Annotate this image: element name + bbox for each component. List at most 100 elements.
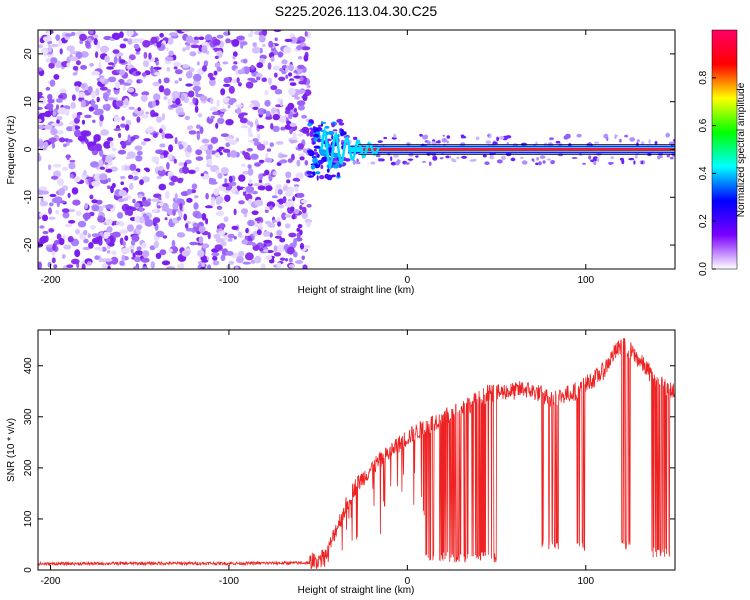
noise-blob — [145, 168, 151, 173]
noise-blob — [299, 242, 305, 250]
transition-blob — [324, 125, 330, 129]
noise-blob — [198, 225, 206, 233]
noise-blob — [161, 131, 165, 140]
noise-blob — [241, 163, 246, 167]
noise-blob — [88, 106, 95, 112]
noise-blob — [66, 126, 74, 132]
noise-blob — [268, 40, 274, 48]
noise-blob — [112, 231, 121, 238]
noise-blob — [185, 83, 193, 87]
transition-blob — [336, 118, 343, 123]
noise-blob — [233, 236, 237, 240]
colorbar-tick-label: 0.4 — [698, 166, 709, 180]
noise-blob — [233, 208, 237, 216]
noise-blob — [90, 225, 96, 230]
tone-halo-blob — [510, 157, 516, 162]
noise-blob — [240, 125, 249, 129]
noise-blob — [98, 61, 102, 70]
tone-halo-blob — [505, 135, 512, 139]
noise-blob — [271, 195, 278, 199]
noise-blob — [66, 45, 75, 52]
noise-blob — [213, 233, 221, 240]
noise-blob — [84, 202, 89, 210]
noise-blob — [250, 153, 259, 160]
noise-blob — [214, 152, 221, 159]
tone-halo-blob — [648, 139, 651, 144]
noise-blob — [53, 264, 58, 269]
noise-blob — [117, 149, 127, 155]
noise-blob — [152, 100, 156, 108]
spectrogram-xlabel: Height of straight line (km) — [298, 285, 415, 296]
noise-blob — [273, 252, 282, 257]
tone-halo-blob — [404, 162, 410, 165]
noise-blob — [233, 61, 238, 65]
noise-blob — [119, 69, 125, 76]
noise-blob — [185, 150, 191, 158]
snr-plot: -200 -100 0 100 0 100 200 300 400 Height of str… — [6, 329, 676, 596]
noise-blob — [155, 230, 165, 238]
noise-blob — [68, 220, 76, 224]
transition-blob — [331, 174, 336, 178]
tone-halo-blob — [489, 154, 494, 160]
tone-halo-blob — [344, 158, 351, 162]
tone-halo-blob — [536, 157, 539, 161]
tone-halo-blob — [659, 155, 663, 158]
noise-blob — [121, 141, 127, 149]
noise-blob — [177, 263, 183, 269]
noise-blob — [59, 48, 63, 55]
tone-halo-blob — [452, 159, 457, 163]
transition-blob — [306, 171, 314, 175]
noise-blob — [242, 170, 249, 175]
noise-blob — [148, 52, 152, 60]
noise-blob — [117, 212, 124, 219]
noise-blob — [242, 261, 251, 265]
noise-blob — [158, 183, 167, 191]
noise-blob — [38, 91, 43, 97]
noise-blob — [288, 257, 293, 263]
noise-blob — [296, 100, 306, 106]
noise-blob — [181, 250, 191, 257]
noise-blob — [103, 141, 112, 149]
noise-blob — [38, 124, 45, 130]
noise-blob — [243, 152, 250, 160]
noise-blob — [176, 232, 186, 238]
noise-blob — [178, 144, 184, 150]
noise-blob — [263, 249, 269, 253]
x-tick-label: -200 — [40, 576, 60, 587]
noise-blob — [153, 93, 161, 101]
noise-blob — [183, 213, 187, 221]
snr-x-axis: -200 -100 0 100 — [40, 330, 595, 587]
tone-halo-blob — [588, 155, 592, 160]
colorbar-gradient — [711, 29, 738, 270]
tone-halo-blob — [435, 141, 441, 144]
noise-blob — [161, 112, 166, 121]
noise-blob — [264, 220, 272, 225]
noise-blob — [95, 88, 100, 96]
transition-blob — [317, 124, 322, 127]
noise-blob — [198, 36, 205, 41]
tone-halo-blob — [629, 137, 636, 142]
noise-blob — [89, 62, 94, 67]
noise-blob — [80, 130, 90, 137]
noise-blob — [47, 164, 52, 171]
noise-blob — [293, 75, 302, 79]
noise-blob — [294, 208, 300, 215]
noise-blob — [107, 265, 111, 269]
noise-blob — [296, 159, 301, 167]
transition-blob — [332, 164, 340, 169]
noise-blob — [77, 220, 87, 228]
noise-blob — [159, 32, 164, 38]
noise-blob — [106, 250, 111, 254]
noise-blob — [120, 181, 124, 185]
noise-blob — [133, 43, 140, 50]
noise-blob — [93, 104, 99, 111]
noise-blob — [235, 104, 244, 108]
noise-blob — [168, 144, 174, 153]
noise-blob — [170, 104, 178, 108]
noise-blob — [112, 99, 118, 108]
noise-blob — [258, 35, 266, 43]
transition-blob — [313, 145, 321, 149]
noise-blob — [40, 235, 48, 244]
noise-blob — [122, 85, 126, 91]
noise-blob — [223, 234, 228, 242]
